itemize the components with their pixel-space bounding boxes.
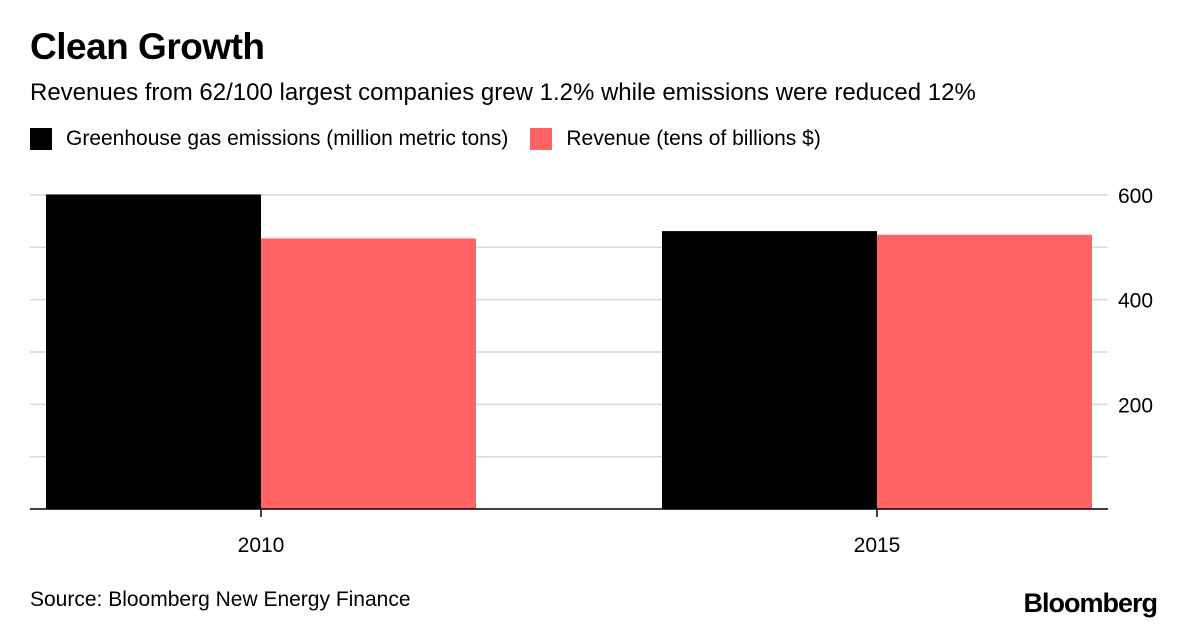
bloomberg-logo: Bloomberg [1023, 588, 1158, 618]
chart-title: Clean Growth [30, 26, 265, 67]
bar [877, 234, 1092, 510]
legend: Greenhouse gas emissions (million metric… [30, 127, 843, 151]
bar [46, 194, 261, 509]
y-tick-label: 600 [1118, 185, 1153, 208]
y-tick-label: 200 [1118, 394, 1153, 417]
legend-label-emissions: Greenhouse gas emissions (million metric… [66, 127, 509, 150]
x-tick-label: 2010 [238, 534, 285, 557]
legend-item-emissions: Greenhouse gas emissions (million metric… [30, 127, 508, 151]
legend-swatch-emissions [30, 128, 52, 150]
legend-label-revenue: Revenue (tens of billions $) [566, 127, 821, 150]
x-tick-label: 2015 [854, 534, 901, 557]
legend-item-revenue: Revenue (tens of billions $) [530, 127, 821, 151]
legend-swatch-revenue [530, 128, 553, 150]
chart-subtitle: Revenues from 62/100 largest companies g… [30, 79, 976, 106]
y-tick-label: 400 [1118, 290, 1153, 313]
bar [261, 238, 476, 510]
bar [662, 231, 877, 510]
source-note: Source: Bloomberg New Energy Finance [30, 588, 411, 611]
